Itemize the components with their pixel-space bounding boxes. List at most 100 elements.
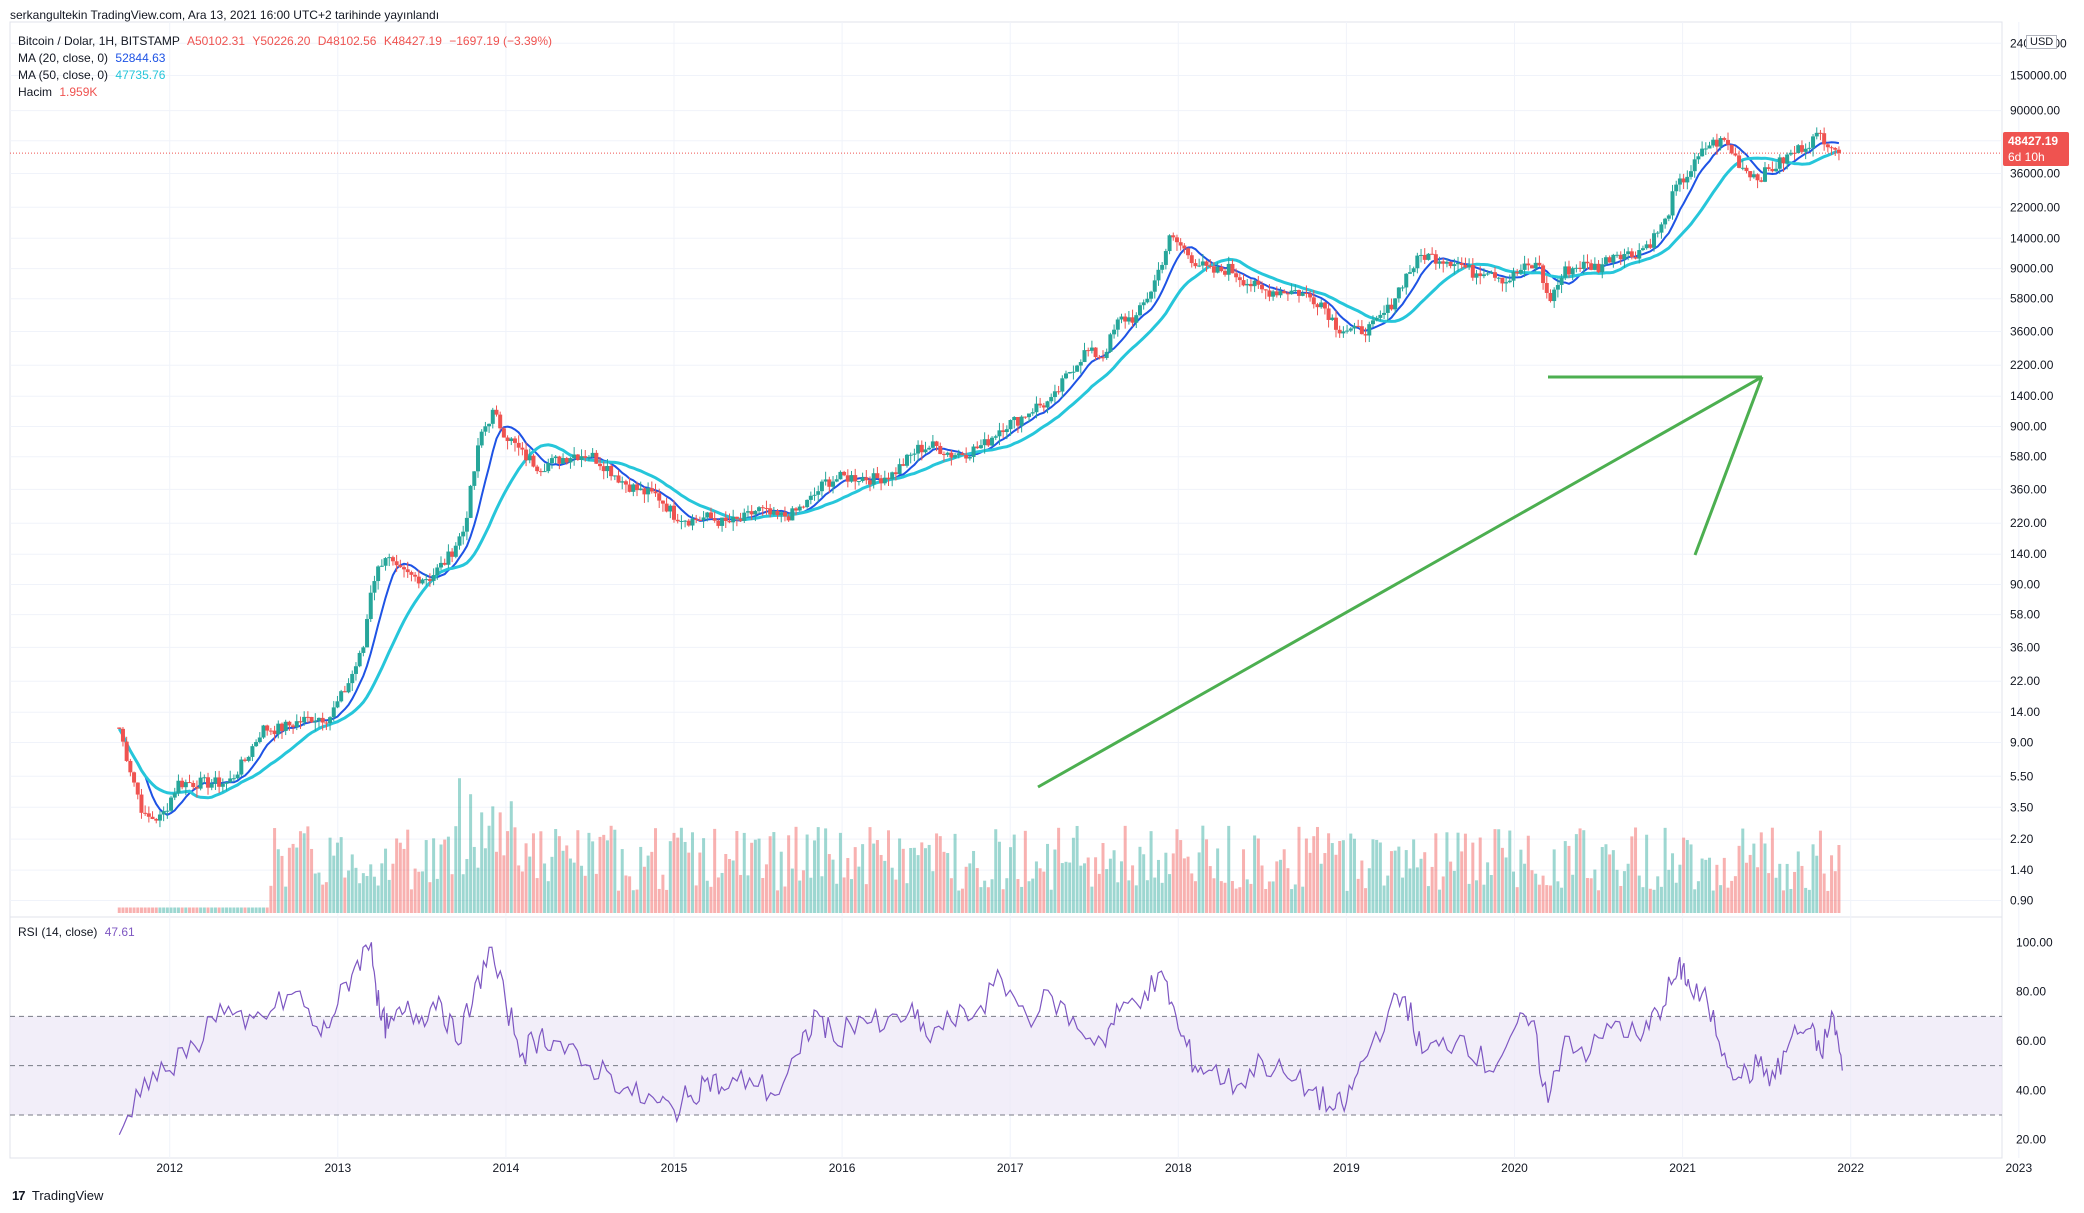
volume-bar: [376, 885, 380, 913]
candle-body: [1566, 266, 1571, 275]
candle-body: [712, 518, 717, 521]
volume-bar: [1145, 880, 1149, 913]
volume-bar: [994, 829, 998, 913]
candle-body: [1796, 145, 1801, 154]
candle-body: [1359, 326, 1364, 335]
volume-bar: [557, 836, 561, 913]
volume-bar: [1689, 844, 1693, 913]
candle-body: [904, 454, 909, 466]
rsi-tick-label: 60.00: [2016, 1034, 2046, 1048]
volume-bar: [886, 830, 890, 913]
candle-body: [701, 517, 706, 521]
volume-bar: [705, 880, 709, 913]
candle-body: [1677, 178, 1682, 185]
volume-bar: [1537, 884, 1541, 913]
candle-body: [612, 475, 617, 477]
candle-body: [860, 477, 865, 482]
candle-body: [431, 575, 436, 581]
legend-ohlc[interactable]: Bitcoin / Dolar, 1H, BITSTAMP A50102.31 …: [18, 34, 552, 48]
volume-bar: [188, 907, 192, 913]
volume-bar: [369, 864, 373, 913]
volume-value: 1.959K: [59, 85, 98, 99]
volume-bar: [1441, 876, 1445, 913]
candle-body: [383, 558, 388, 566]
volume-bar: [827, 854, 831, 913]
volume-bar: [324, 882, 328, 913]
candle-body: [1788, 152, 1793, 155]
candle-body: [882, 477, 887, 484]
volume-bar: [1023, 830, 1027, 913]
candle-body: [291, 725, 296, 728]
volume-bar: [1449, 861, 1453, 913]
candle-body: [823, 479, 828, 482]
candle-body: [446, 551, 451, 565]
candle-body: [901, 464, 906, 466]
volume-bar: [213, 907, 217, 913]
volume-bar: [1153, 877, 1157, 913]
candle-body: [801, 506, 806, 508]
volume-bar: [1630, 836, 1634, 913]
price-tick-label: 36000.00: [2010, 166, 2060, 180]
candle-body: [1559, 277, 1564, 285]
candle-body: [472, 471, 477, 486]
legend-ma20[interactable]: MA (20, close, 0) 52844.63: [18, 51, 165, 65]
candle-body: [816, 491, 821, 495]
volume-bar: [1434, 833, 1438, 913]
candle-body: [575, 454, 580, 460]
candle-body: [1027, 413, 1032, 418]
candle-body: [1004, 429, 1009, 433]
candle-body: [586, 456, 591, 458]
candle-body: [727, 520, 732, 523]
candle-body: [623, 481, 628, 485]
tradingview-branding[interactable]: 17 TradingView: [12, 1188, 103, 1203]
legend-rsi[interactable]: RSI (14, close) 47.61: [18, 925, 135, 939]
volume-bar: [912, 847, 916, 913]
candle-body: [1407, 272, 1412, 274]
volume-bar: [1042, 871, 1046, 913]
volume-bar: [1108, 858, 1112, 913]
volume-bar: [494, 851, 498, 913]
candle-body: [320, 717, 325, 723]
candle-body: [1293, 290, 1298, 292]
volume-bar: [439, 844, 443, 913]
candle-body: [764, 507, 769, 509]
candle-body: [305, 716, 310, 718]
legend-volume[interactable]: Hacim 1.959K: [18, 85, 97, 99]
candle-body: [1537, 262, 1542, 266]
candle-body: [120, 728, 125, 742]
candle-body: [1655, 232, 1660, 234]
candle-body: [194, 786, 199, 789]
time-tick-label: 2014: [493, 1161, 520, 1175]
candle-body: [638, 488, 643, 491]
candle-body: [1186, 248, 1191, 256]
volume-bar: [1674, 882, 1678, 913]
time-tick-label: 2021: [1669, 1161, 1696, 1175]
candle-body: [779, 512, 784, 516]
ma50-line: [118, 149, 1840, 800]
volume-bar: [298, 831, 302, 913]
volume-bar: [1227, 825, 1231, 913]
volume-bar: [1164, 852, 1168, 913]
volume-bar: [421, 871, 425, 913]
candle-body: [350, 673, 355, 684]
currency-label[interactable]: USD: [2026, 35, 2058, 49]
volume-bar: [398, 842, 402, 913]
volume-bar: [1171, 853, 1175, 913]
candle-body: [838, 471, 843, 480]
candle-body: [220, 783, 225, 787]
price-tick-label: 2.20: [2010, 832, 2034, 846]
candle-body: [1785, 154, 1790, 164]
candle-body: [982, 439, 987, 446]
candle-body: [583, 456, 588, 458]
volume-bar: [1156, 859, 1160, 913]
volume-bar: [1071, 837, 1075, 913]
volume-bar: [243, 907, 247, 913]
candle-body: [672, 505, 676, 520]
volume-bar: [1256, 838, 1260, 913]
volume-bar: [265, 907, 269, 913]
price-tick-label: 9000.00: [2010, 262, 2054, 276]
legend-ma50[interactable]: MA (50, close, 0) 47735.76: [18, 68, 165, 82]
candle-body: [1308, 293, 1313, 298]
candle-body: [1171, 235, 1176, 238]
